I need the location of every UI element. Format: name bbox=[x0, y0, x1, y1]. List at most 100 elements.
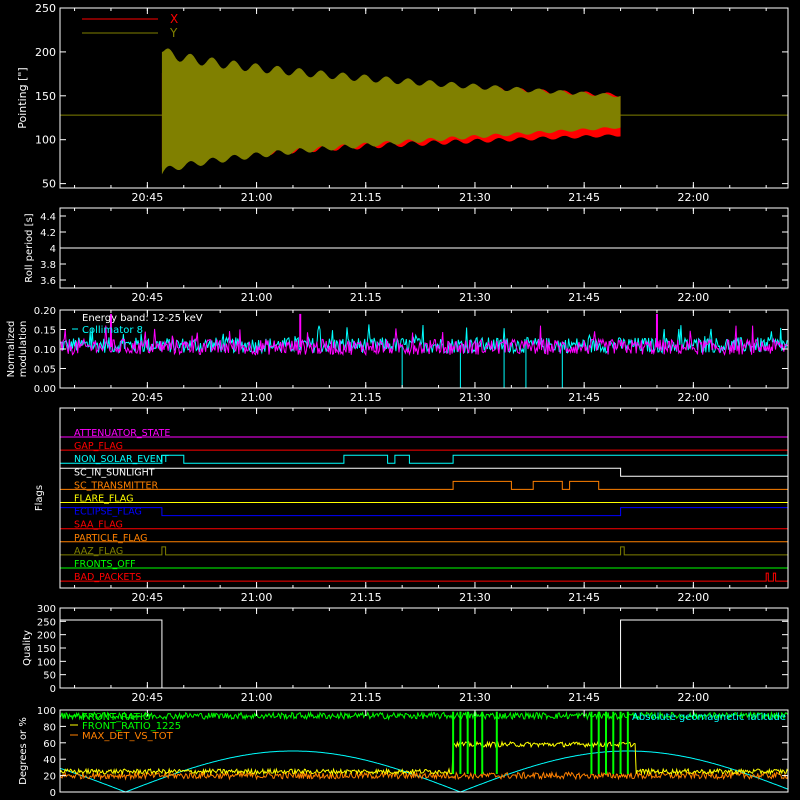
time-tick-label: 21:00 bbox=[241, 691, 273, 704]
y-tick-label: 150 bbox=[35, 90, 56, 103]
time-tick-label: 21:45 bbox=[568, 291, 600, 304]
modulation-panel: 0.00 0.05 0.10 0.15 0.20 20:45 21:00 21:15 21:3… bbox=[6, 306, 789, 404]
quality-ylabel: Quality bbox=[22, 630, 33, 666]
roll-panel: 3.63.844.24.4 20:45 21:00 21:15 21:30 21:45 2… bbox=[24, 207, 789, 304]
y-tick-label: 0 bbox=[50, 684, 56, 695]
time-tick-label: 21:15 bbox=[350, 191, 382, 204]
time-tick-label: 21:30 bbox=[459, 291, 491, 304]
flag-label-bad-packets: BAD_PACKETS bbox=[74, 572, 141, 583]
pointing-ylabel: Pointing ["] bbox=[16, 67, 29, 128]
y-tick-label: 0.00 bbox=[34, 384, 56, 395]
time-tick-label: 21:15 bbox=[350, 291, 382, 304]
pointing-frame bbox=[59, 7, 789, 189]
y-tick-label: 100 bbox=[37, 706, 56, 717]
pointing-bands bbox=[60, 48, 788, 175]
flag-labels: ATTENUATOR_STATE GAP_FLAG NON_SOLAR_EVENT S… bbox=[74, 428, 170, 583]
y-tick-label: 200 bbox=[35, 46, 56, 59]
flags-xticks: 20:45 21:00 21:15 21:30 21:45 22:00 bbox=[74, 408, 767, 604]
y-tick-label: 0.20 bbox=[34, 306, 56, 317]
flag-label-attenuator-state: ATTENUATOR_STATE bbox=[74, 428, 170, 439]
ratios-panel: 0 20 40 60 80 100 Degrees or % FRONT_RATIO FR… bbox=[18, 706, 789, 799]
modulation-xticks: 20:45 21:00 21:15 21:30 21:45 22:00 bbox=[74, 310, 767, 404]
flag-label-flare-flag: FLARE_FLAG bbox=[74, 494, 134, 505]
time-tick-label: 21:00 bbox=[241, 391, 273, 404]
flag-label-fronts-off: FRONTS_OFF bbox=[74, 559, 136, 570]
time-tick-label: 21:00 bbox=[241, 191, 273, 204]
time-tick-label: 22:00 bbox=[678, 591, 710, 604]
time-tick-label: 22:00 bbox=[678, 691, 710, 704]
y-tick-label: 4 bbox=[50, 244, 56, 255]
pointing-panel: 50 100 150 200 250 20:45 21:00 21:15 21:30 21:45… bbox=[16, 2, 789, 204]
ratios-ylabel: Degrees or % bbox=[18, 717, 29, 785]
quality-xticks: 20:45 21:00 21:15 21:30 21:45 22:00 bbox=[74, 608, 767, 704]
time-tick-label: 22:00 bbox=[678, 291, 710, 304]
flag-label-particle-flag: PARTICLE_FLAG bbox=[74, 533, 147, 544]
modulation-yticks: 0.00 0.05 0.10 0.15 0.20 bbox=[34, 306, 788, 395]
time-tick-label: 21:15 bbox=[350, 691, 382, 704]
modulation-lines bbox=[59, 313, 789, 388]
front-ratio-line bbox=[59, 710, 789, 721]
y-tick-label: 3.6 bbox=[40, 276, 56, 287]
y-tick-label: 20 bbox=[43, 772, 56, 783]
time-tick-label: 20:45 bbox=[132, 391, 164, 404]
flags-frame bbox=[59, 407, 789, 589]
time-tick-label: 20:45 bbox=[132, 591, 164, 604]
time-tick-label: 21:15 bbox=[350, 391, 382, 404]
y-tick-label: 0.15 bbox=[34, 326, 56, 337]
ratios-lines bbox=[59, 710, 789, 793]
y-tick-label: 4.2 bbox=[40, 228, 56, 239]
modulation-ylabel-line1: Normalized bbox=[6, 321, 17, 378]
ratios-frame bbox=[59, 709, 789, 793]
flag-label-saa-flag: SAA_FLAG bbox=[74, 520, 123, 531]
roll-yticks: 3.6 3.8 4 4.2 4.4 bbox=[40, 212, 788, 287]
y-tick-label: 100 bbox=[37, 657, 56, 668]
legend-front-ratio-label: FRONT_RATIO bbox=[82, 712, 151, 723]
ratios-yticks: 0 20 40 60 80 100 bbox=[37, 706, 788, 799]
quality-yticks: 0 50 100 150 200 250 300 bbox=[37, 604, 788, 695]
flag-line-eclipse-flag bbox=[59, 507, 789, 517]
y-tick-label: 250 bbox=[37, 617, 56, 628]
time-tick-label: 21:45 bbox=[568, 191, 600, 204]
y-tick-label: 40 bbox=[43, 755, 56, 766]
time-tick-label: 21:45 bbox=[568, 691, 600, 704]
legend-geomag-label: Absolute geomagnetic latitude bbox=[632, 712, 786, 723]
time-tick-label: 22:00 bbox=[678, 391, 710, 404]
time-tick-label: 21:30 bbox=[459, 591, 491, 604]
max-det-line bbox=[59, 770, 789, 781]
roll-xticks: 20:45 21:00 21:15 21:30 21:45 22:00 bbox=[74, 208, 767, 304]
legend-collimator-label: Collimator 8 bbox=[82, 325, 143, 336]
flag-lines bbox=[59, 436, 789, 582]
flag-line-sc-transmitter bbox=[60, 480, 788, 490]
time-tick-label: 21:00 bbox=[241, 591, 273, 604]
pointing-legend: X Y bbox=[82, 12, 178, 40]
flag-label-gap-flag: GAP_FLAG bbox=[74, 441, 123, 452]
flags-ylabel: Flags bbox=[34, 485, 45, 511]
y-tick-label: 80 bbox=[43, 722, 56, 733]
front-ratio-1225-line bbox=[59, 740, 789, 776]
roll-ylabel: Roll period [s] bbox=[24, 213, 35, 282]
modulation-series-0 bbox=[59, 324, 788, 355]
y-tick-label: 0.10 bbox=[34, 345, 56, 356]
pointing-yticks: 50 100 150 200 250 bbox=[35, 2, 788, 191]
modulation-series-1 bbox=[59, 325, 789, 357]
flag-line-non-solar-event bbox=[60, 454, 789, 464]
flag-label-non-solar-event: NON_SOLAR_EVENT bbox=[74, 454, 169, 465]
time-tick-label: 21:00 bbox=[241, 291, 273, 304]
y-tick-label: 60 bbox=[43, 739, 56, 750]
pointing-xticks: 20:45 21:00 21:15 21:30 21:45 22:00 bbox=[74, 8, 767, 204]
y-tick-label: 4.4 bbox=[40, 212, 56, 223]
flag-label-eclipse-flag: ECLIPSE_FLAG bbox=[74, 507, 142, 518]
y-tick-label: 200 bbox=[37, 631, 56, 642]
time-tick-label: 21:30 bbox=[459, 691, 491, 704]
time-tick-label: 21:45 bbox=[568, 591, 600, 604]
y-tick-label: 100 bbox=[35, 134, 56, 147]
flag-label-sc-in-sunlight: SC_IN_SUNLIGHT bbox=[74, 467, 155, 478]
modulation-annotation: Energy band: 12-25 keV bbox=[82, 313, 203, 324]
time-tick-label: 21:45 bbox=[568, 391, 600, 404]
legend-max-det-label: MAX_DET_VS_TOT bbox=[82, 731, 174, 742]
time-tick-label: 20:45 bbox=[132, 191, 164, 204]
legend-y-label: Y bbox=[169, 26, 178, 40]
y-tick-label: 0 bbox=[50, 788, 56, 799]
